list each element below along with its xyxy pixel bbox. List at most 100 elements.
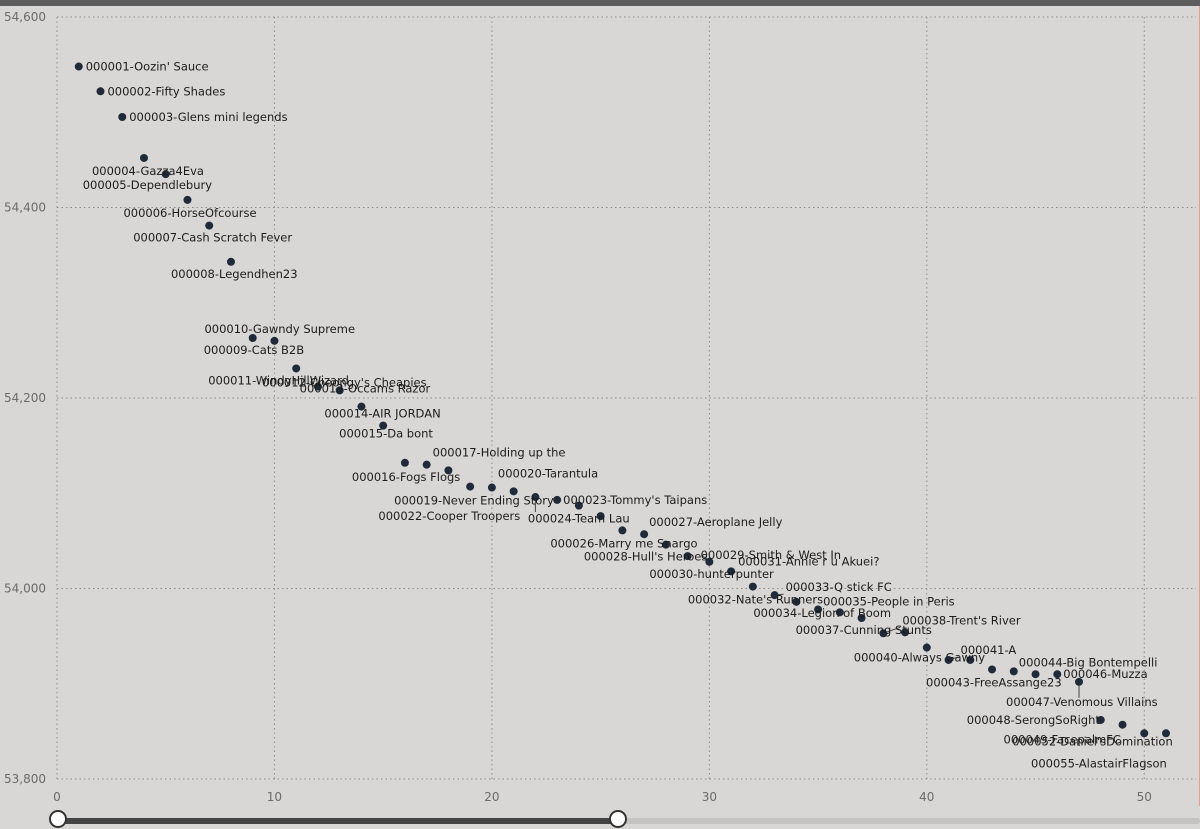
data-point	[1140, 729, 1149, 738]
window-top-bar	[0, 0, 1200, 6]
point-label: 000035-People in Peris	[823, 594, 955, 608]
point-labels: 000001-Oozin' Sauce 000002-Fifty Shades 00…	[83, 60, 1173, 771]
data-point	[770, 591, 779, 600]
point-label: 000016-Fogs Flogs	[352, 470, 460, 484]
data-point	[313, 382, 322, 391]
zoom-slider-start-handle[interactable]	[49, 810, 67, 828]
point-label: 000005-Dependlebury	[83, 178, 213, 192]
data-point	[1096, 715, 1105, 724]
point-label: 000009-Cats B2B	[204, 343, 304, 357]
point-label: 000003-Glens mini legends	[129, 110, 287, 124]
point-label: 000055-AlastairFlagson	[1031, 756, 1167, 770]
point-label: 000032-Nate's Runners	[688, 593, 823, 607]
point-label: 000010-Gawndy Supreme	[204, 322, 355, 336]
data-point	[74, 62, 83, 71]
x-tick-label: 50	[1137, 790, 1152, 804]
data-point	[596, 512, 605, 521]
data-point	[118, 113, 127, 122]
data-point	[270, 336, 279, 345]
data-point	[574, 501, 583, 510]
point-label: 000043-FreeAssange23	[926, 675, 1062, 689]
data-point	[357, 402, 366, 411]
data-point	[139, 153, 148, 162]
point-label: 000017-Holding up the	[433, 446, 566, 460]
point-label: 000038-Trent's River	[902, 613, 1021, 627]
data-point	[96, 87, 105, 96]
point-label: 000033-Q stick FC	[786, 580, 892, 594]
data-point	[792, 597, 801, 606]
point-label: 000012-Cheongy's Cheapies	[262, 376, 427, 390]
data-point	[531, 493, 540, 502]
point-label: 000046-Muzza	[1063, 667, 1147, 681]
data-point	[944, 655, 953, 664]
data-point	[335, 386, 344, 395]
data-point	[814, 605, 823, 614]
point-label: 000006-HorseOfcourse	[123, 206, 256, 220]
point-label: 000031-Annie r u Akuei?	[738, 554, 879, 568]
point-label: 000048-SerongSoRight	[967, 713, 1101, 727]
zoom-slider-end-handle[interactable]	[608, 810, 627, 828]
data-point	[1162, 729, 1170, 738]
point-label: 000008-Legendhen23	[171, 267, 298, 281]
data-point	[248, 333, 257, 342]
grid-lines	[56, 16, 1196, 780]
y-tick-label: 54,600	[4, 10, 46, 24]
data-point	[161, 170, 170, 179]
point-label: 000028-Hull's Heroes	[584, 550, 708, 564]
data-point	[661, 540, 670, 549]
data-point	[966, 655, 975, 664]
data-point	[727, 567, 736, 576]
data-point	[1075, 677, 1084, 686]
data-point	[705, 557, 714, 566]
zoom-slider-track[interactable]	[56, 818, 1200, 824]
data-point	[922, 643, 931, 652]
data-point	[1031, 670, 1040, 679]
point-label: 000001-Oozin' Sauce	[86, 60, 209, 74]
point-label: 000019-Never Ending Story	[394, 494, 554, 508]
x-tick-label: 20	[484, 790, 499, 804]
data-point	[400, 458, 409, 467]
data-point	[487, 483, 496, 492]
point-label: 000015-Da bont	[339, 427, 433, 441]
x-tick-label: 40	[919, 790, 934, 804]
data-point	[988, 665, 997, 674]
x-tick-label: 30	[702, 790, 717, 804]
point-label: 000047-Venomous Villains	[1006, 695, 1158, 709]
point-label: 000023-Tommy's Taipans	[563, 493, 707, 507]
y-tick-label: 53,800	[4, 772, 46, 786]
point-label: 000011-WindyHillWizard	[208, 373, 349, 387]
data-point	[466, 482, 475, 491]
y-tick-label: 54,200	[4, 391, 46, 405]
data-point	[444, 466, 453, 475]
point-label: 000052-Daniel'sDomination	[1012, 734, 1173, 748]
point-label: 000022-Cooper Troopers	[378, 509, 520, 523]
data-point	[379, 421, 388, 430]
data-point	[618, 526, 627, 535]
point-label: 000030-hunterpunter	[649, 567, 774, 581]
data-point	[226, 257, 235, 266]
data-point	[292, 364, 301, 373]
point-label: 000041-A	[961, 643, 1017, 657]
data-point	[683, 552, 692, 561]
point-label: 000037-Cunning Stunts	[796, 623, 932, 637]
point-label: 000007-Cash Scratch Fever	[133, 231, 292, 245]
x-tick-label: 10	[267, 790, 282, 804]
data-point	[879, 629, 888, 638]
data-point	[748, 582, 757, 591]
zoom-slider-range[interactable]	[58, 818, 618, 824]
point-label: 000026-Marry me Snargo	[550, 536, 697, 550]
point-label: 000034-Legion of Boom	[753, 606, 891, 620]
data-points	[74, 62, 1170, 738]
data-point	[205, 221, 214, 230]
point-label: 000024-Team Lau	[528, 512, 630, 526]
data-point	[1009, 667, 1018, 676]
y-tick-label: 54,400	[4, 201, 46, 215]
point-label: 000002-Fifty Shades	[107, 84, 225, 98]
point-label: 000029-Smith & West In	[701, 548, 841, 562]
data-point	[1053, 670, 1062, 679]
point-label: 000027-Aeroplane Jelly	[649, 515, 782, 529]
data-point	[1118, 720, 1127, 729]
point-label: 000004-Gazza4Eva	[92, 164, 204, 178]
data-point	[640, 530, 649, 539]
